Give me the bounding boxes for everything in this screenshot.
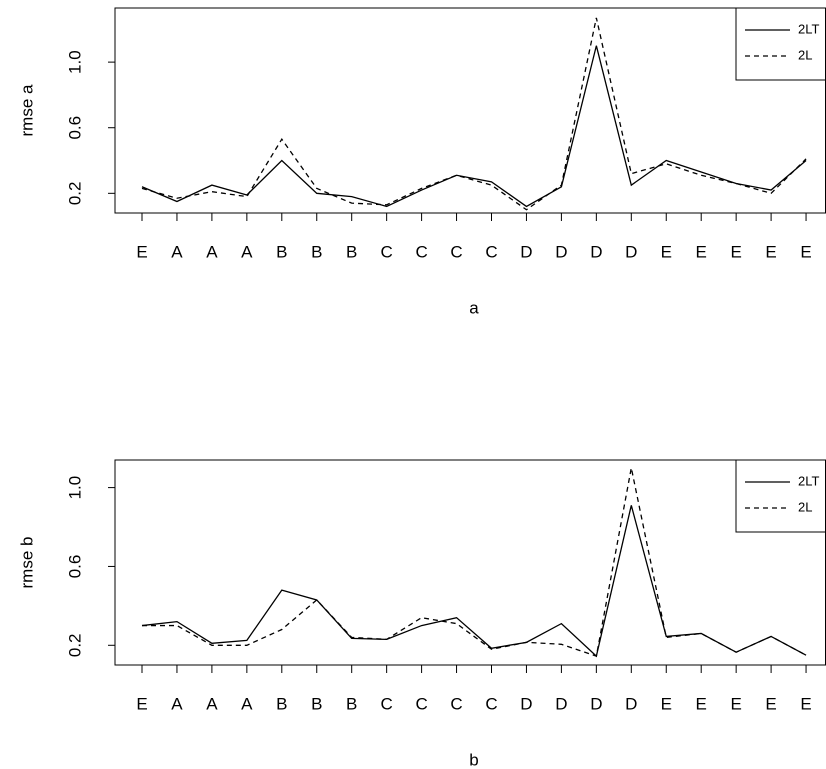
x-tick-label: B [346, 242, 357, 261]
y-tick-label: 0.2 [65, 181, 84, 205]
series-line [141, 45, 807, 208]
y-tick-label: 1.0 [65, 50, 84, 74]
x-tick-label: A [171, 694, 183, 713]
legend-label: 2LT [798, 473, 819, 488]
x-tick-label: D [590, 242, 602, 261]
x-tick-label: E [765, 694, 776, 713]
x-tick-label: A [171, 242, 183, 261]
x-tick-label: D [625, 694, 637, 713]
x-tick-label: D [590, 694, 602, 713]
x-tick-label: E [696, 242, 707, 261]
x-tick-label: D [520, 694, 532, 713]
plot-box [114, 459, 826, 666]
x-axis-label: a [469, 298, 479, 317]
y-axis-label: rmse b [17, 537, 36, 589]
x-tick-label: E [136, 242, 147, 261]
x-tick-label: E [800, 242, 811, 261]
x-tick-label: A [241, 694, 253, 713]
x-tick-label: B [311, 694, 322, 713]
legend-label: 2LT [798, 21, 819, 36]
legend-label: 2L [798, 499, 812, 514]
x-tick-label: C [415, 694, 427, 713]
series-line [141, 17, 807, 211]
x-tick-label: E [661, 242, 672, 261]
y-tick-label: 1.0 [65, 476, 84, 500]
y-tick-label: 0.6 [65, 116, 84, 140]
x-tick-label: A [206, 242, 218, 261]
x-tick-label: E [730, 242, 741, 261]
x-tick-label: E [765, 242, 776, 261]
x-tick-label: E [730, 694, 741, 713]
x-tick-label: E [800, 694, 811, 713]
x-tick-label: E [696, 694, 707, 713]
y-axis-label: rmse a [17, 84, 36, 137]
legend-box [735, 7, 826, 81]
x-tick-label: D [625, 242, 637, 261]
y-tick-label: 0.6 [65, 555, 84, 579]
x-tick-label: B [311, 242, 322, 261]
x-tick-label: C [381, 242, 393, 261]
x-tick-label: B [346, 694, 357, 713]
series-line [141, 505, 807, 658]
x-tick-label: A [241, 242, 253, 261]
plot-box [114, 7, 826, 214]
x-tick-label: D [520, 242, 532, 261]
x-tick-label: E [136, 694, 147, 713]
x-tick-label: C [381, 694, 393, 713]
x-tick-label: C [485, 242, 497, 261]
y-tick-label: 0.2 [65, 633, 84, 657]
x-tick-label: D [555, 242, 567, 261]
x-axis-label: b [469, 750, 478, 769]
x-tick-label: E [661, 694, 672, 713]
x-tick-label: B [276, 242, 287, 261]
legend-label: 2L [798, 47, 812, 62]
x-tick-label: C [415, 242, 427, 261]
x-tick-label: A [206, 694, 218, 713]
x-tick-label: C [485, 694, 497, 713]
x-tick-label: D [555, 694, 567, 713]
series-line [142, 467, 807, 657]
x-tick-label: C [450, 242, 462, 261]
x-tick-label: C [450, 694, 462, 713]
legend-box [735, 459, 826, 533]
x-tick-label: B [276, 694, 287, 713]
